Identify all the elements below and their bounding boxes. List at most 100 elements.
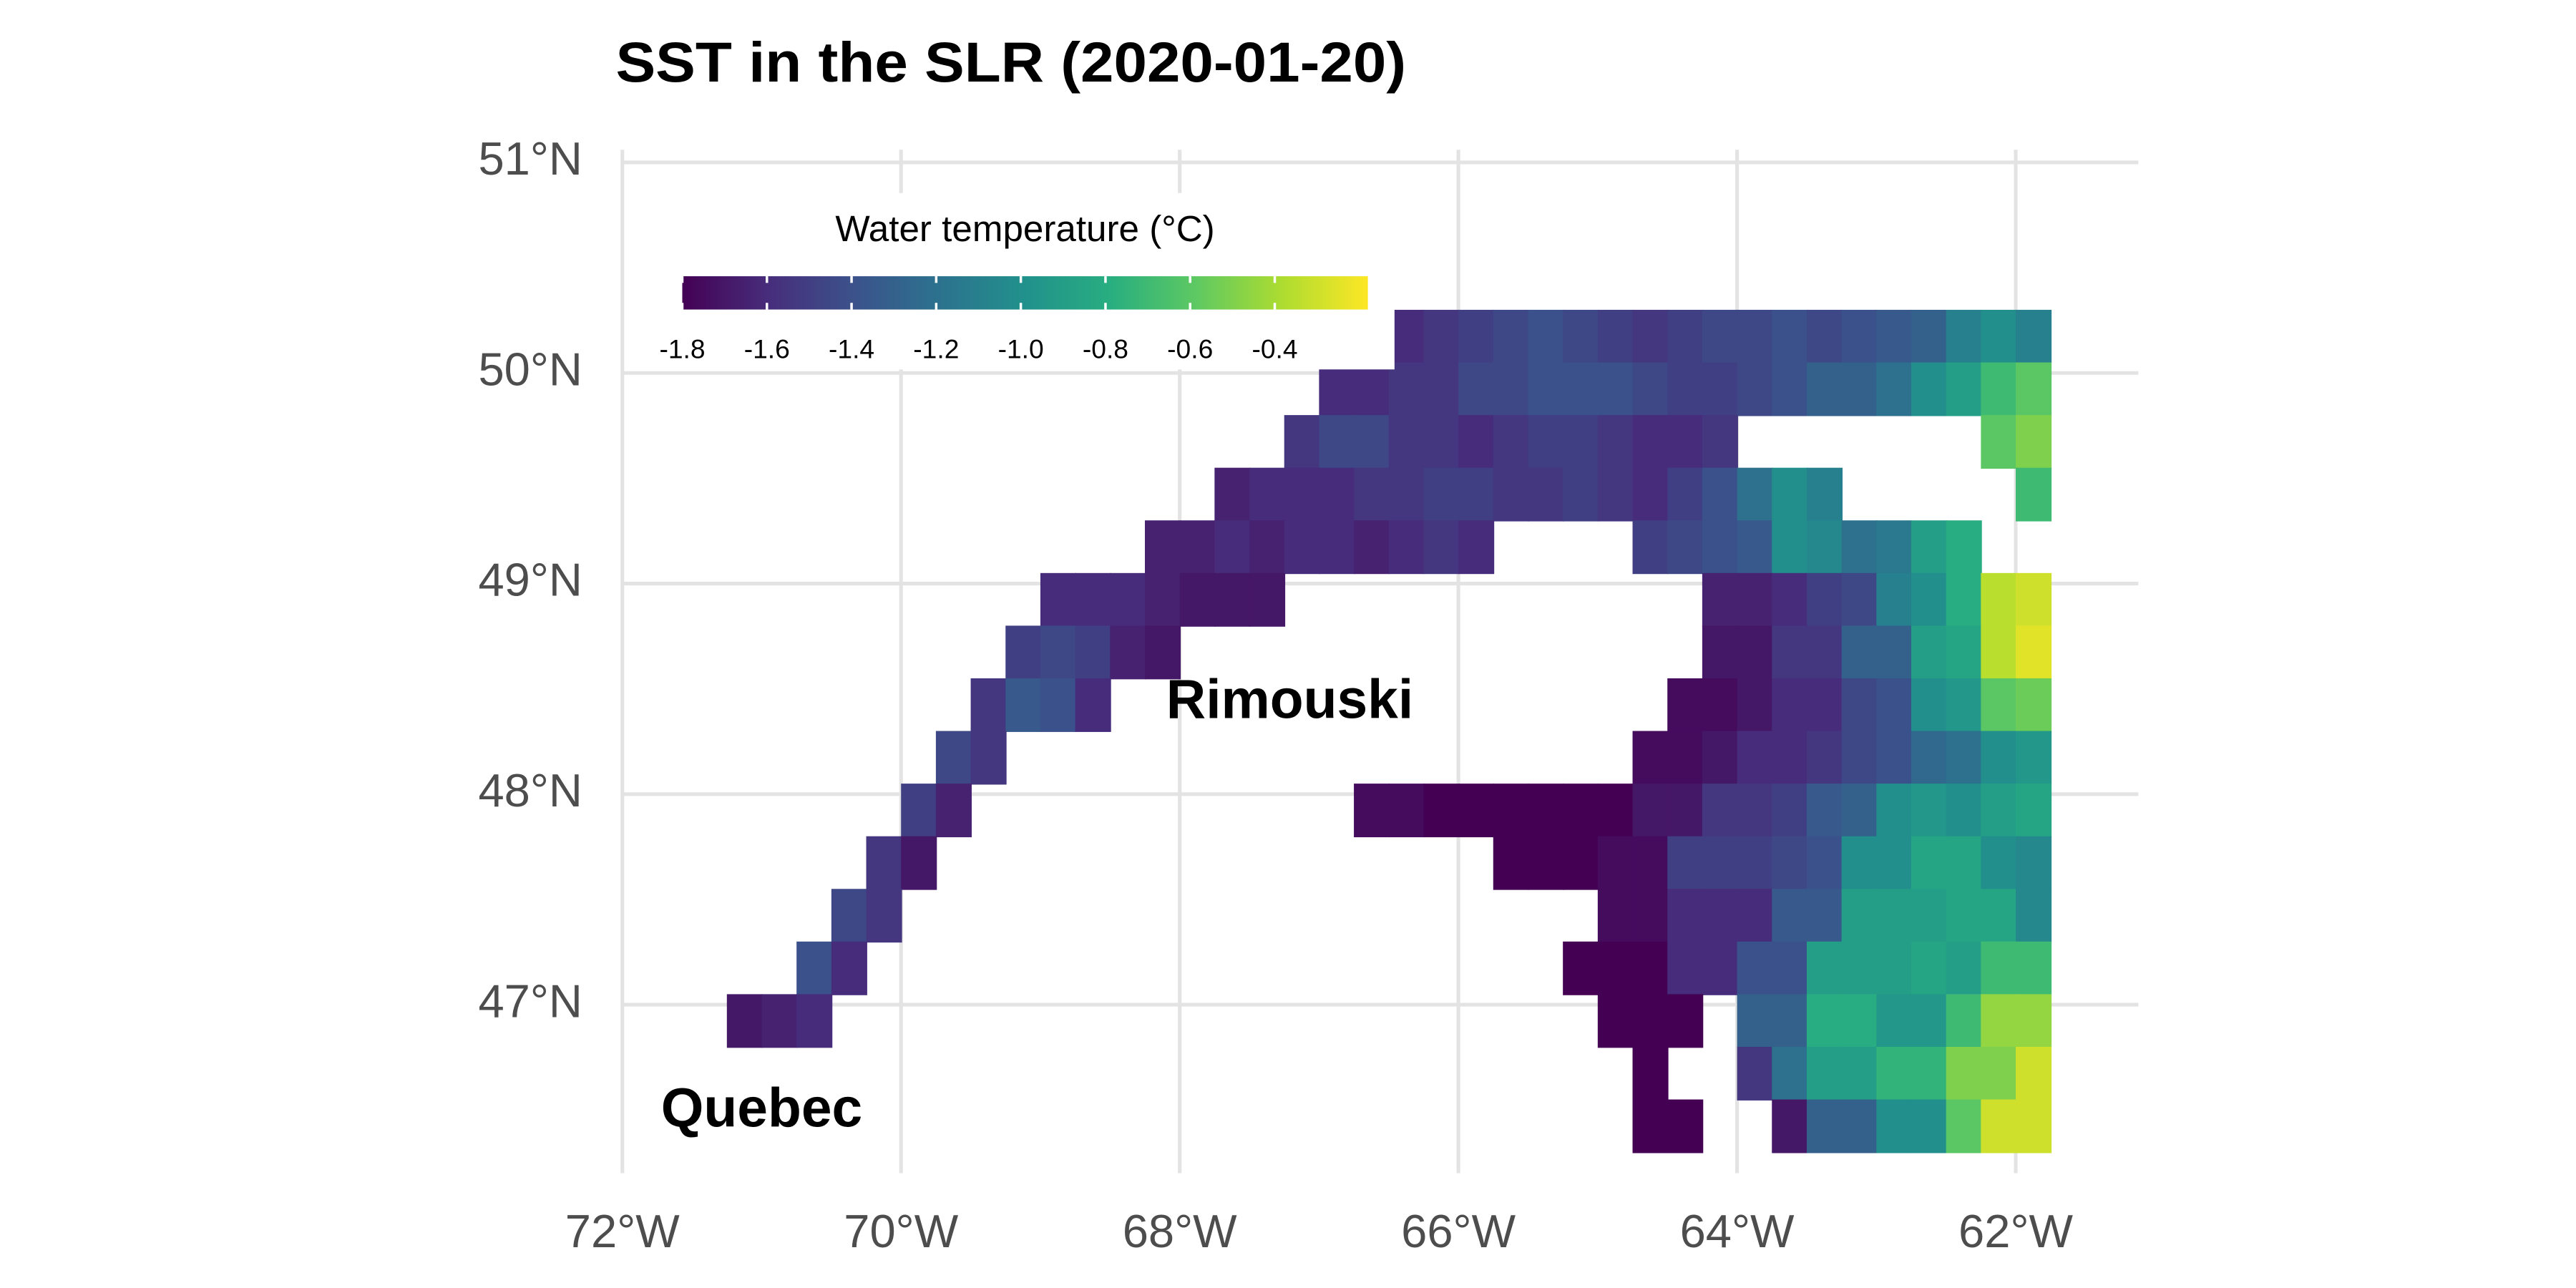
raster-cell [1632,731,1669,785]
x-tick-label: 62°W [1958,1205,2073,1257]
raster-cell [1667,520,1704,575]
raster-cell [1911,836,1948,890]
raster-cell [1876,1046,1913,1101]
y-tick-label: 50°N [478,343,582,395]
raster-cell [1772,678,1808,732]
raster-cell [1806,520,1843,575]
raster-cell [1876,994,1913,1048]
raster-cell [935,784,972,838]
raster-cell [1354,520,1390,575]
raster-cell [1841,520,1878,575]
raster-cell [1911,889,1948,943]
raster-cell [1702,784,1738,838]
raster-cell [1946,889,1982,943]
raster-cell [1702,467,1738,522]
raster-cell [1493,362,1529,416]
raster-cell [1911,784,1948,838]
raster-cell [1597,467,1634,522]
raster-cell [1493,836,1529,890]
raster-cell [1597,362,1634,416]
raster-cell [1946,731,1982,785]
raster [726,309,2052,1153]
raster-cell [1806,731,1843,785]
raster-cell [1528,836,1564,890]
raster-cell [796,941,833,995]
raster-cell [1737,731,1773,785]
legend: Water temperature (°C) -1.8 -1.6 -1.4 -1.2 -… [652,192,1395,370]
raster-cell [1702,625,1738,680]
raster-cell [1284,467,1320,522]
raster-cell [1388,415,1425,469]
raster-cell [1144,572,1181,627]
raster-cell [1423,520,1460,575]
raster-cell [1911,625,1948,680]
raster-cell [1284,520,1320,575]
raster-cell [726,994,763,1048]
raster-cell [1772,941,1808,995]
raster-cell [1737,836,1773,890]
raster-cell [1632,784,1669,838]
raster-cell [1319,415,1355,469]
raster-cell [1458,362,1495,416]
raster-cell [1423,415,1460,469]
raster-cell [1876,572,1913,627]
raster-cell [1667,784,1704,838]
raster-cell [1075,678,1111,732]
raster-cell [1737,941,1773,995]
raster-cell [1806,941,1843,995]
raster-cell [1458,309,1495,364]
raster-cell [1423,784,1460,838]
raster-cell [1667,889,1704,943]
raster-cell [1702,941,1738,995]
raster-cell [1597,889,1634,943]
raster-cell [1667,836,1704,890]
raster-cell [1458,467,1495,522]
raster-cell [1667,362,1704,416]
place-label: Rimouski [1166,670,1413,731]
labels: 72°W 70°W 68°W 66°W 64°W 62°W 47°N 48°N 49°N 50°N… [478,132,2073,1257]
raster-cell [1214,520,1251,575]
raster-cell [1911,572,1948,627]
raster-cell [1249,520,1286,575]
y-tick-label: 48°N [478,764,582,816]
raster-cell [1563,784,1599,838]
raster-cell [1841,1099,1878,1153]
raster-cell [1806,889,1843,943]
raster-cell [1632,994,1669,1048]
raster-cell [1597,309,1634,364]
raster-cell [1110,572,1146,627]
raster-cell [1354,362,1390,416]
raster-cell [1493,415,1529,469]
raster-cell [1946,941,1982,995]
raster-cell [1702,889,1738,943]
raster-cell [1841,784,1878,838]
raster-cell [1876,836,1913,890]
raster-cell [1667,731,1704,785]
raster-cell [1911,309,1948,364]
raster-cell [1876,362,1913,416]
y-tick-label: 47°N [478,975,582,1027]
raster-cell [1911,994,1948,1048]
raster-cell [2016,678,2052,732]
raster-cell [1841,678,1878,732]
raster-cell [1005,625,1042,680]
raster-cell [1040,678,1077,732]
raster-cell [1075,625,1111,680]
raster-cell [1528,309,1564,364]
raster-cell [1528,362,1564,416]
raster-cell [1876,784,1913,838]
raster-cell [1388,309,1425,364]
raster-cell [1876,625,1913,680]
raster-cell [1946,784,1982,838]
raster-cell [1737,625,1773,680]
raster-cell [1772,572,1808,627]
raster-cell [1632,415,1669,469]
raster-cell [1772,836,1808,890]
legend-title: Water temperature (°C) [835,208,1214,249]
raster-cell [1911,1099,1948,1153]
raster-cell [1702,362,1738,416]
raster-cell [1806,309,1843,364]
raster-cell [1597,836,1634,890]
raster-cell [1528,784,1564,838]
